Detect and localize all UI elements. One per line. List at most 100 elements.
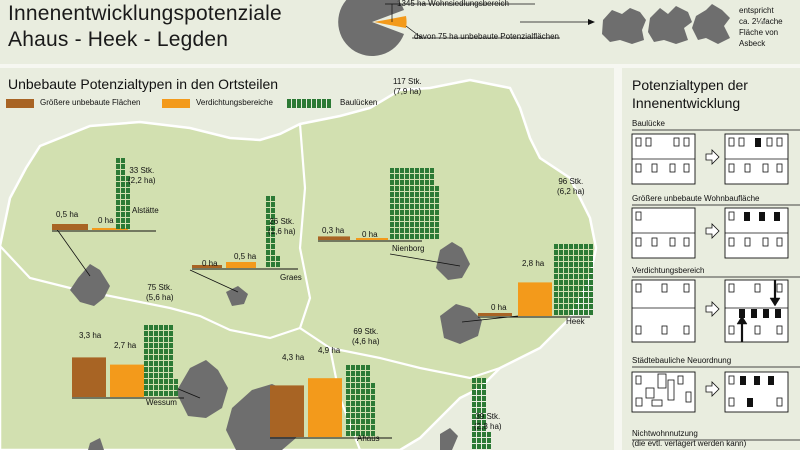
- baulucke-block-wessum: [144, 325, 148, 330]
- baulucke-block-alsttte: [121, 218, 125, 223]
- place-name-ahaus: Ahaus: [357, 434, 380, 443]
- baulucke-block-south: [472, 378, 476, 383]
- baulucke-block-heek: [579, 268, 583, 273]
- baulucke-block-wessum: [159, 325, 163, 330]
- baulucke-block-ahaus: [346, 401, 350, 406]
- baulucke-block-heek: [559, 310, 563, 315]
- baulucke-block-wessum: [169, 337, 173, 342]
- baulucke-block-nienborg: [400, 168, 404, 173]
- baulucke-block-heek: [579, 298, 583, 303]
- typology-diagrams: [631, 129, 800, 441]
- baulucke-block-south: [477, 426, 481, 431]
- diagram-neuordnung: [631, 371, 789, 413]
- baulucke-block-nienborg: [410, 234, 414, 239]
- baulucke-block-nienborg: [410, 192, 414, 197]
- baulucke-block-heek: [554, 298, 558, 303]
- legend-swatch-groesser: [6, 99, 34, 108]
- baulucke-block-nienborg: [425, 216, 429, 221]
- baulucke-block-nienborg: [405, 174, 409, 179]
- section-title-verdichtung: Verdichtungsbereich: [632, 266, 705, 275]
- baulucke-block-alsttte: [116, 224, 120, 229]
- baulucke-block-heek: [589, 280, 593, 285]
- baulucke-block-ahaus: [346, 419, 350, 424]
- baulucke-block-nienborg: [420, 234, 424, 239]
- baulucke-block-south: [487, 432, 491, 437]
- baulucke-block-alsttte: [116, 170, 120, 175]
- baulucke-block-nienborg: [400, 210, 404, 215]
- baulucke-block-nienborg: [425, 198, 429, 203]
- baulucke-block-wessum: [169, 349, 173, 354]
- baulucke-block-nienborg: [415, 180, 419, 185]
- baulucke-block-ahaus: [366, 371, 370, 376]
- baulucke-block-ahaus: [371, 401, 375, 406]
- potential-area-label: davon 75 ha unbebaute Potenzialflächen: [414, 32, 560, 41]
- baulucke-block-alsttte: [116, 188, 120, 193]
- baulucke-block-heek: [554, 310, 558, 315]
- baulucke-block-heek: [574, 280, 578, 285]
- legend-swatch-baulucke: [287, 99, 331, 108]
- baulucke-block-nienborg: [395, 228, 399, 233]
- baulucke-block-heek: [559, 286, 563, 291]
- baulucke-block-nienborg: [425, 204, 429, 209]
- baulucke-block-alsttte: [121, 188, 125, 193]
- baulucke-block-heek: [579, 256, 583, 261]
- settlement-wessum: [176, 360, 228, 418]
- baulucke-block-heek: [584, 244, 588, 249]
- baulucke-block-heek: [569, 280, 573, 285]
- baulucke-block-south: [482, 408, 486, 413]
- baulucke-block-wessum: [149, 379, 153, 384]
- baulucke-block-graes: [266, 262, 270, 267]
- baulucke-block-heek: [559, 292, 563, 297]
- baulucke-block-wessum: [169, 361, 173, 366]
- baulucke-block-wessum: [144, 355, 148, 360]
- baulucke-block-alsttte: [121, 206, 125, 211]
- settlement-graes: [226, 286, 248, 306]
- baulucke-block-alsttte: [121, 194, 125, 199]
- verdichtung-value-heek: 2,8 ha: [522, 259, 545, 268]
- baulucke-block-alsttte: [121, 200, 125, 205]
- baulucke-block-ahaus: [361, 371, 365, 376]
- arrow-right-icon: [520, 19, 595, 25]
- baulucke-block-nienborg: [425, 180, 429, 185]
- baulucke-block-nienborg: [400, 234, 404, 239]
- bar-verdichtung-alsttte: [92, 228, 128, 230]
- baulucke-block-ahaus: [351, 371, 355, 376]
- baulucke-block-ahaus: [361, 431, 365, 436]
- baulucke-block-heek: [574, 304, 578, 309]
- baulucke-block-south: [472, 384, 476, 389]
- baulucke-block-wessum: [149, 391, 153, 396]
- baulucke-block-south: [482, 402, 486, 407]
- baulucke-block-south: [482, 378, 486, 383]
- header-graphic: [338, 0, 730, 56]
- baulucke-block-ahaus: [356, 431, 360, 436]
- baulucke-block-nienborg: [430, 234, 434, 239]
- baulucke-block-heek: [589, 274, 593, 279]
- baulucke-block-nienborg: [435, 204, 439, 209]
- baulucke-block-nienborg: [395, 168, 399, 173]
- baulucke-block-heek: [579, 262, 583, 267]
- baulucke-block-wessum: [159, 355, 163, 360]
- baulucke-block-nienborg: [430, 186, 434, 191]
- baulucke-block-south: [477, 408, 481, 413]
- baulucke-block-heek: [559, 244, 563, 249]
- baulucke-block-nienborg: [435, 222, 439, 227]
- baulucke-block-south: [482, 426, 486, 431]
- baulucke-block-wessum: [154, 325, 158, 330]
- baulucke-block-heek: [574, 286, 578, 291]
- baulucke-block-wessum: [149, 337, 153, 342]
- baulucke-block-nienborg: [400, 204, 404, 209]
- baulucke-block-alsttte: [121, 164, 125, 169]
- bar-groesser-graes: [192, 265, 222, 268]
- baulucke-block-graes: [266, 232, 270, 237]
- diagram-verdichtung: [631, 279, 789, 343]
- baulucke-block-wessum: [169, 325, 173, 330]
- baulucke-block-nienborg: [390, 204, 394, 209]
- baulucke-block-alsttte: [121, 158, 125, 163]
- baulucke-block-graes: [266, 256, 270, 261]
- baulucke-value-south: 39 Stk. (2,8 ha): [474, 412, 502, 431]
- baulucke-block-wessum: [144, 367, 148, 372]
- baulucke-block-wessum: [154, 373, 158, 378]
- baulucke-block-nienborg: [425, 210, 429, 215]
- section-title-groesser: Größere unbebaute Wohnbaufläche: [632, 194, 760, 203]
- baulucke-block-heek: [554, 304, 558, 309]
